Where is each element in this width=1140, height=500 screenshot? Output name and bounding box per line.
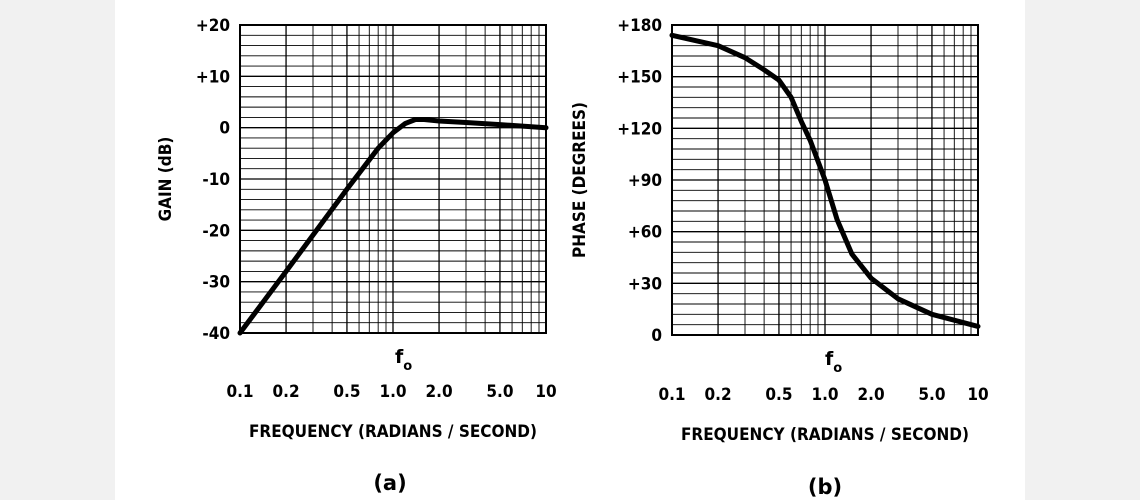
gain-y-tick-label: -20 — [202, 221, 230, 241]
bode-plots-svg: +20+100-10-20-30-400.1 0.2 0.5 1.0 2.0 5.0 10 … — [156, 16, 989, 499]
phase-y-tick-label: +30 — [628, 274, 662, 294]
gain-curve — [237, 117, 549, 336]
gain-y-tick-label: -40 — [202, 324, 230, 344]
panel-label-a: (a) — [373, 471, 406, 495]
phase-y-tick-label: +60 — [628, 223, 662, 243]
gain-plot-frame — [239, 24, 547, 334]
phase-x-tick-label: 0.1 — [658, 385, 685, 405]
phase-x-tick-label: 2.0 — [858, 385, 885, 405]
phase-x-tick-label: 5.0 — [918, 385, 945, 405]
phase-x-axis-label: FREQUENCY (RADIANS / SECOND) — [681, 425, 969, 445]
phase-plot-frame — [671, 24, 979, 336]
phase-x-tick-label: 0.5 — [765, 385, 792, 405]
gain-y-tick-label: -10 — [202, 170, 230, 190]
gain-x-tick-label: 1.0 — [379, 382, 406, 402]
phase-x-tick-label: 10 — [967, 385, 988, 405]
phase-x-tick-label: 1.0 — [811, 385, 838, 405]
phase-y-tick-label: 0 — [651, 326, 662, 346]
gain-x-tick-label: 10 — [535, 382, 556, 402]
gain-y-tick-label: +10 — [196, 67, 230, 87]
gain-x-tick-label: 5.0 — [486, 382, 513, 402]
gain-x-tick-label: 0.2 — [273, 382, 300, 402]
gain-y-tick-label: 0 — [219, 119, 230, 139]
bode-figure: +20 +10 0 -10 -20 -30 -40 0.1 0.2 0.5 1.0 2.0 5.0 10 … — [115, 0, 1025, 500]
gain-x-axis-label: FREQUENCY (RADIANS / SECOND) — [249, 422, 537, 442]
phase-x-tick-label: 0.2 — [705, 385, 732, 405]
gain-chart: +20+100-10-20-30-400.1 0.2 0.5 1.0 2.0 5.0 10 … — [156, 16, 557, 495]
phase-curve — [669, 32, 981, 329]
phase-y-tick-label: +180 — [617, 16, 662, 36]
gain-y-tick-label: +20 — [196, 16, 230, 36]
phase-y-tick-label: +150 — [617, 68, 662, 88]
phase-y-tick-label: +90 — [628, 171, 662, 191]
gain-x-tick-label: 2.0 — [426, 382, 453, 402]
phase-fo-annotation: fo — [825, 348, 842, 376]
phase-chart: +180 +150 +120 +90 +60 +30 0 0.1 0.2 0.5 1.0 2.0 5.0… — [570, 16, 989, 499]
phase-y-tick-label: +120 — [617, 119, 662, 139]
gain-fo-annotation: fo — [395, 346, 412, 374]
gain-y-axis-label: GAIN (dB) — [156, 137, 176, 222]
gain-y-tick-label: -30 — [202, 273, 230, 293]
gain-x-tick-label: 0.5 — [333, 382, 360, 402]
gain-x-tick-label: 0.1 — [226, 382, 253, 402]
phase-y-axis-label: PHASE (DEGREES) — [570, 102, 590, 258]
panel-label-b: (b) — [808, 475, 842, 499]
